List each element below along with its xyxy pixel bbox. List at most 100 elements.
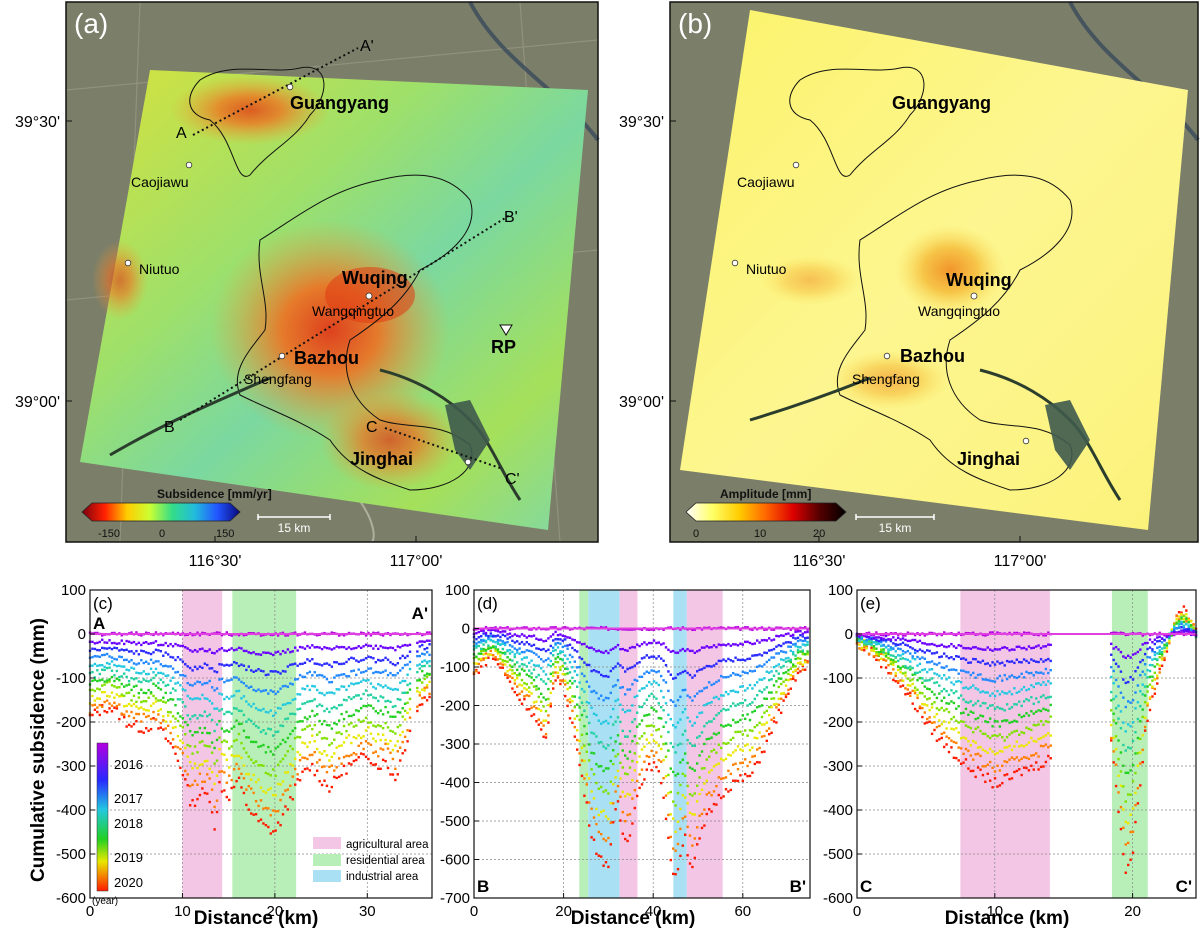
data-point <box>254 780 258 784</box>
data-point <box>789 673 792 677</box>
data-point <box>1158 667 1161 671</box>
data-point <box>688 766 692 769</box>
data-point <box>877 636 880 639</box>
data-point <box>696 826 699 829</box>
data-point <box>225 663 228 667</box>
data-point <box>399 657 402 660</box>
data-point <box>386 646 390 650</box>
data-point <box>698 754 701 757</box>
data-point <box>894 644 897 648</box>
data-point <box>506 670 509 673</box>
data-point <box>303 727 307 731</box>
data-point <box>794 654 797 657</box>
data-point <box>705 645 708 648</box>
data-point <box>765 739 768 743</box>
data-point <box>296 649 299 652</box>
data-point <box>756 665 759 669</box>
data-point <box>347 723 351 726</box>
data-point <box>727 741 730 745</box>
data-point <box>640 735 644 738</box>
data-point <box>482 639 485 643</box>
data-point <box>751 687 754 690</box>
data-point <box>171 698 175 701</box>
data-point <box>720 694 723 697</box>
data-point <box>1027 645 1031 648</box>
data-point <box>115 664 119 668</box>
data-point <box>981 773 985 777</box>
data-point <box>648 741 651 745</box>
data-point <box>739 718 742 722</box>
data-point <box>352 759 356 763</box>
data-point <box>626 649 629 652</box>
profile-line-cc <box>384 427 501 469</box>
data-point <box>223 753 226 756</box>
data-point <box>101 646 104 650</box>
y-tick-label: -100 <box>56 670 86 687</box>
data-point <box>254 652 258 656</box>
data-point <box>425 650 429 654</box>
data-point <box>1180 631 1183 635</box>
data-point <box>657 683 660 687</box>
data-point <box>215 707 219 710</box>
data-point <box>355 753 358 756</box>
x-tick-label: 20 <box>267 903 284 920</box>
data-point <box>123 642 126 646</box>
data-point <box>1030 764 1033 768</box>
data-point <box>959 737 963 740</box>
data-point <box>1010 674 1014 677</box>
data-point <box>301 646 304 649</box>
data-point <box>242 713 246 717</box>
data-point <box>518 673 521 677</box>
data-point <box>729 674 732 677</box>
data-point <box>399 681 402 684</box>
data-point <box>391 715 395 718</box>
data-point <box>279 742 282 746</box>
data-point <box>1110 699 1113 702</box>
data-point <box>1117 774 1120 777</box>
data-point <box>1025 648 1028 651</box>
data-point <box>930 652 934 655</box>
data-point <box>159 688 163 691</box>
data-point <box>140 730 143 733</box>
data-point <box>335 731 338 735</box>
data-point <box>652 754 656 757</box>
data-point <box>164 664 167 668</box>
data-point <box>130 641 133 645</box>
data-point <box>276 690 280 693</box>
data-point <box>257 688 260 691</box>
data-point <box>662 796 665 799</box>
data-point <box>325 662 329 665</box>
data-point <box>741 761 744 764</box>
data-point <box>804 631 807 634</box>
data-point <box>144 727 148 730</box>
data-point <box>1189 620 1193 623</box>
data-point <box>337 674 341 677</box>
data-point <box>403 718 407 721</box>
data-point <box>952 728 956 731</box>
data-point <box>573 660 576 663</box>
band-residential <box>1111 590 1148 898</box>
data-point <box>213 689 216 692</box>
data-point <box>561 680 564 683</box>
data-point <box>1143 694 1147 697</box>
data-point <box>347 734 351 737</box>
data-point <box>751 710 754 714</box>
data-point <box>974 658 977 661</box>
data-point <box>423 647 426 651</box>
data-point <box>628 834 632 837</box>
data-point <box>676 772 680 776</box>
data-point <box>264 689 268 692</box>
data-point <box>645 724 648 728</box>
data-point <box>993 648 997 651</box>
data-point <box>501 647 504 651</box>
data-point <box>549 672 552 676</box>
data-point <box>768 678 771 682</box>
data-point <box>171 656 175 659</box>
data-point <box>369 762 373 765</box>
data-point <box>181 773 185 777</box>
data-point <box>972 631 975 634</box>
data-point <box>1187 628 1190 631</box>
data-point <box>232 694 236 697</box>
data-point <box>566 687 569 691</box>
data-point <box>262 743 265 747</box>
